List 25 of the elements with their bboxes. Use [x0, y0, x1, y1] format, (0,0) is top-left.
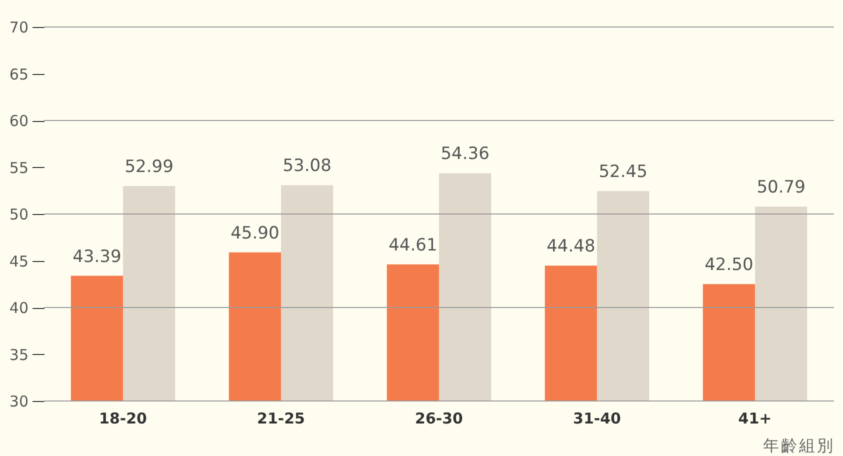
x-tick-label: 21-25	[257, 410, 305, 428]
data-label: 54.36	[440, 144, 490, 164]
y-tick-label: 70	[9, 18, 28, 36]
data-label: 44.48	[546, 236, 596, 257]
y-tick-label: 35	[9, 346, 28, 364]
x-tick-label: 18-20	[99, 410, 147, 428]
y-tick-label: 45	[9, 252, 28, 270]
x-axis-title: 年齡組別	[763, 436, 835, 456]
data-label: 52.99	[124, 157, 174, 178]
x-tick-label: 26-30	[415, 410, 463, 428]
y-tick-label: 55	[9, 158, 28, 177]
y-tick-label: 60	[9, 112, 28, 130]
data-label: 43.39	[72, 246, 122, 267]
data-label: 44.61	[388, 235, 438, 256]
x-tick-label: 41+	[738, 410, 772, 428]
y-tick-label: 30	[9, 392, 28, 410]
y-tick-label: 50	[9, 206, 28, 224]
x-tick-label: 31-40	[573, 410, 621, 428]
data-label: 45.90	[230, 223, 280, 244]
y-tick-label: 65	[9, 65, 28, 84]
y-tick-label: 40	[9, 299, 28, 317]
data-label: 50.79	[756, 178, 806, 198]
data-label: 53.08	[282, 156, 332, 176]
data-label: 52.45	[598, 162, 648, 182]
data-label: 42.50	[704, 255, 754, 276]
